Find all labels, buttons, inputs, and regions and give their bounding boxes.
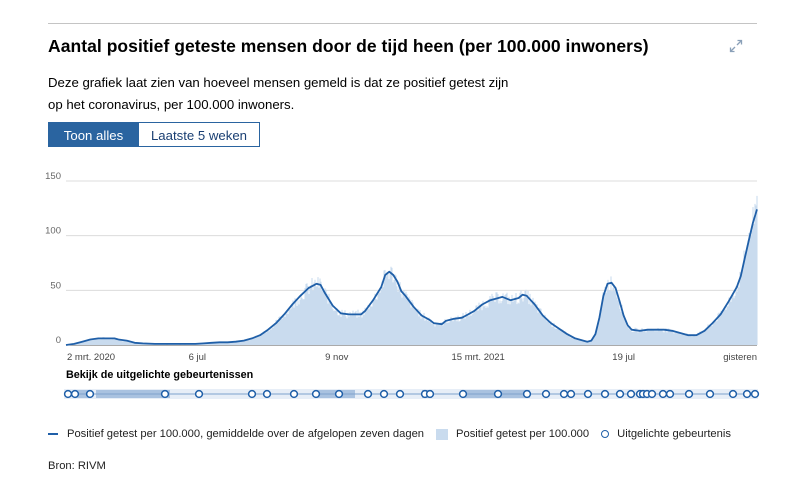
legend-item-area: Positief getest per 100.000 <box>436 428 589 440</box>
event-marker[interactable] <box>559 389 569 399</box>
seven-day-average-line <box>65 209 758 346</box>
event-marker[interactable] <box>647 389 657 399</box>
x-tick-label: 19 jul <box>612 352 635 363</box>
x-tick-label: 9 nov <box>325 352 348 363</box>
event-marker[interactable] <box>522 389 532 399</box>
x-tick-label: 15 mrt. 2021 <box>452 352 505 363</box>
event-marker[interactable] <box>63 389 73 399</box>
y-tick-label: 0 <box>56 335 61 346</box>
events-label: Bekijk de uitgelichte gebeurtenissen <box>66 369 254 381</box>
event-marker[interactable] <box>615 389 625 399</box>
line-chart[interactable]: 0 50 100 150 2 mrt. 2020 6 jul 9 nov 15 mrt. 2… <box>0 0 800 420</box>
event-marker[interactable] <box>363 389 373 399</box>
legend-line-label: Positief getest per 100.000, gemiddelde … <box>67 428 425 440</box>
legend-event-icon <box>601 430 610 438</box>
daily-area-series <box>65 195 758 345</box>
legend-area-swatch <box>436 428 449 440</box>
x-tick-label: gisteren <box>723 352 757 363</box>
y-tick-label: 50 <box>50 280 61 291</box>
event-marker[interactable] <box>684 389 694 399</box>
last-five-weeks-button[interactable]: Laatste 5 weken <box>139 122 260 147</box>
event-marker[interactable] <box>247 389 257 399</box>
event-marker[interactable] <box>750 389 760 399</box>
chart-description: Deze grafiek laat zien van hoeveel mense… <box>48 75 509 112</box>
legend-area-label: Positief getest per 100.000 <box>456 428 590 440</box>
event-marker[interactable] <box>728 389 738 399</box>
event-marker[interactable] <box>194 389 204 399</box>
event-marker[interactable] <box>458 389 468 399</box>
legend-event-label: Uitgelichte gebeurtenis <box>617 428 731 440</box>
event-marker[interactable] <box>566 389 576 399</box>
event-marker[interactable] <box>334 389 344 399</box>
y-tick-label: 100 <box>45 226 61 237</box>
event-marker[interactable] <box>85 389 95 399</box>
legend-item-line: Positief getest per 100.000, gemiddelde … <box>48 428 424 440</box>
event-marker[interactable] <box>658 389 668 399</box>
event-marker[interactable] <box>379 389 389 399</box>
x-tick-label: 2 mrt. 2020 <box>67 352 115 363</box>
expand-icon[interactable] <box>729 39 743 53</box>
event-marker[interactable] <box>262 389 272 399</box>
event-marker[interactable] <box>626 389 636 399</box>
event-marker[interactable] <box>600 389 610 399</box>
show-all-button[interactable]: Toon alles <box>48 122 139 147</box>
event-marker[interactable] <box>705 389 715 399</box>
events-timeline <box>63 389 760 399</box>
x-axis-labels: 2 mrt. 2020 6 jul 9 nov 15 mrt. 2021 19 jul g… <box>67 352 757 363</box>
event-marker[interactable] <box>289 389 299 399</box>
top-divider <box>48 23 757 24</box>
event-marker[interactable] <box>742 389 752 399</box>
legend: Positief getest per 100.000, gemiddelde … <box>48 428 743 440</box>
event-marker[interactable] <box>665 389 675 399</box>
event-marker[interactable] <box>160 389 170 399</box>
x-tick-label: 6 jul <box>189 352 206 363</box>
event-marker[interactable] <box>70 389 80 399</box>
event-marker[interactable] <box>583 389 593 399</box>
event-marker[interactable] <box>493 389 503 399</box>
source-text: Bron: RIVM <box>48 460 106 472</box>
legend-line-swatch <box>48 433 58 435</box>
event-marker[interactable] <box>541 389 551 399</box>
event-marker[interactable] <box>425 389 435 399</box>
chart-title: Aantal positief geteste mensen door de t… <box>48 36 649 56</box>
y-tick-label: 150 <box>45 171 61 182</box>
average-line <box>65 209 758 346</box>
event-marker[interactable] <box>395 389 405 399</box>
legend-item-event: Uitgelichte gebeurtenis <box>601 428 731 440</box>
event-marker[interactable] <box>311 389 321 399</box>
period-toggle: Toon alles Laatste 5 weken <box>48 122 260 147</box>
